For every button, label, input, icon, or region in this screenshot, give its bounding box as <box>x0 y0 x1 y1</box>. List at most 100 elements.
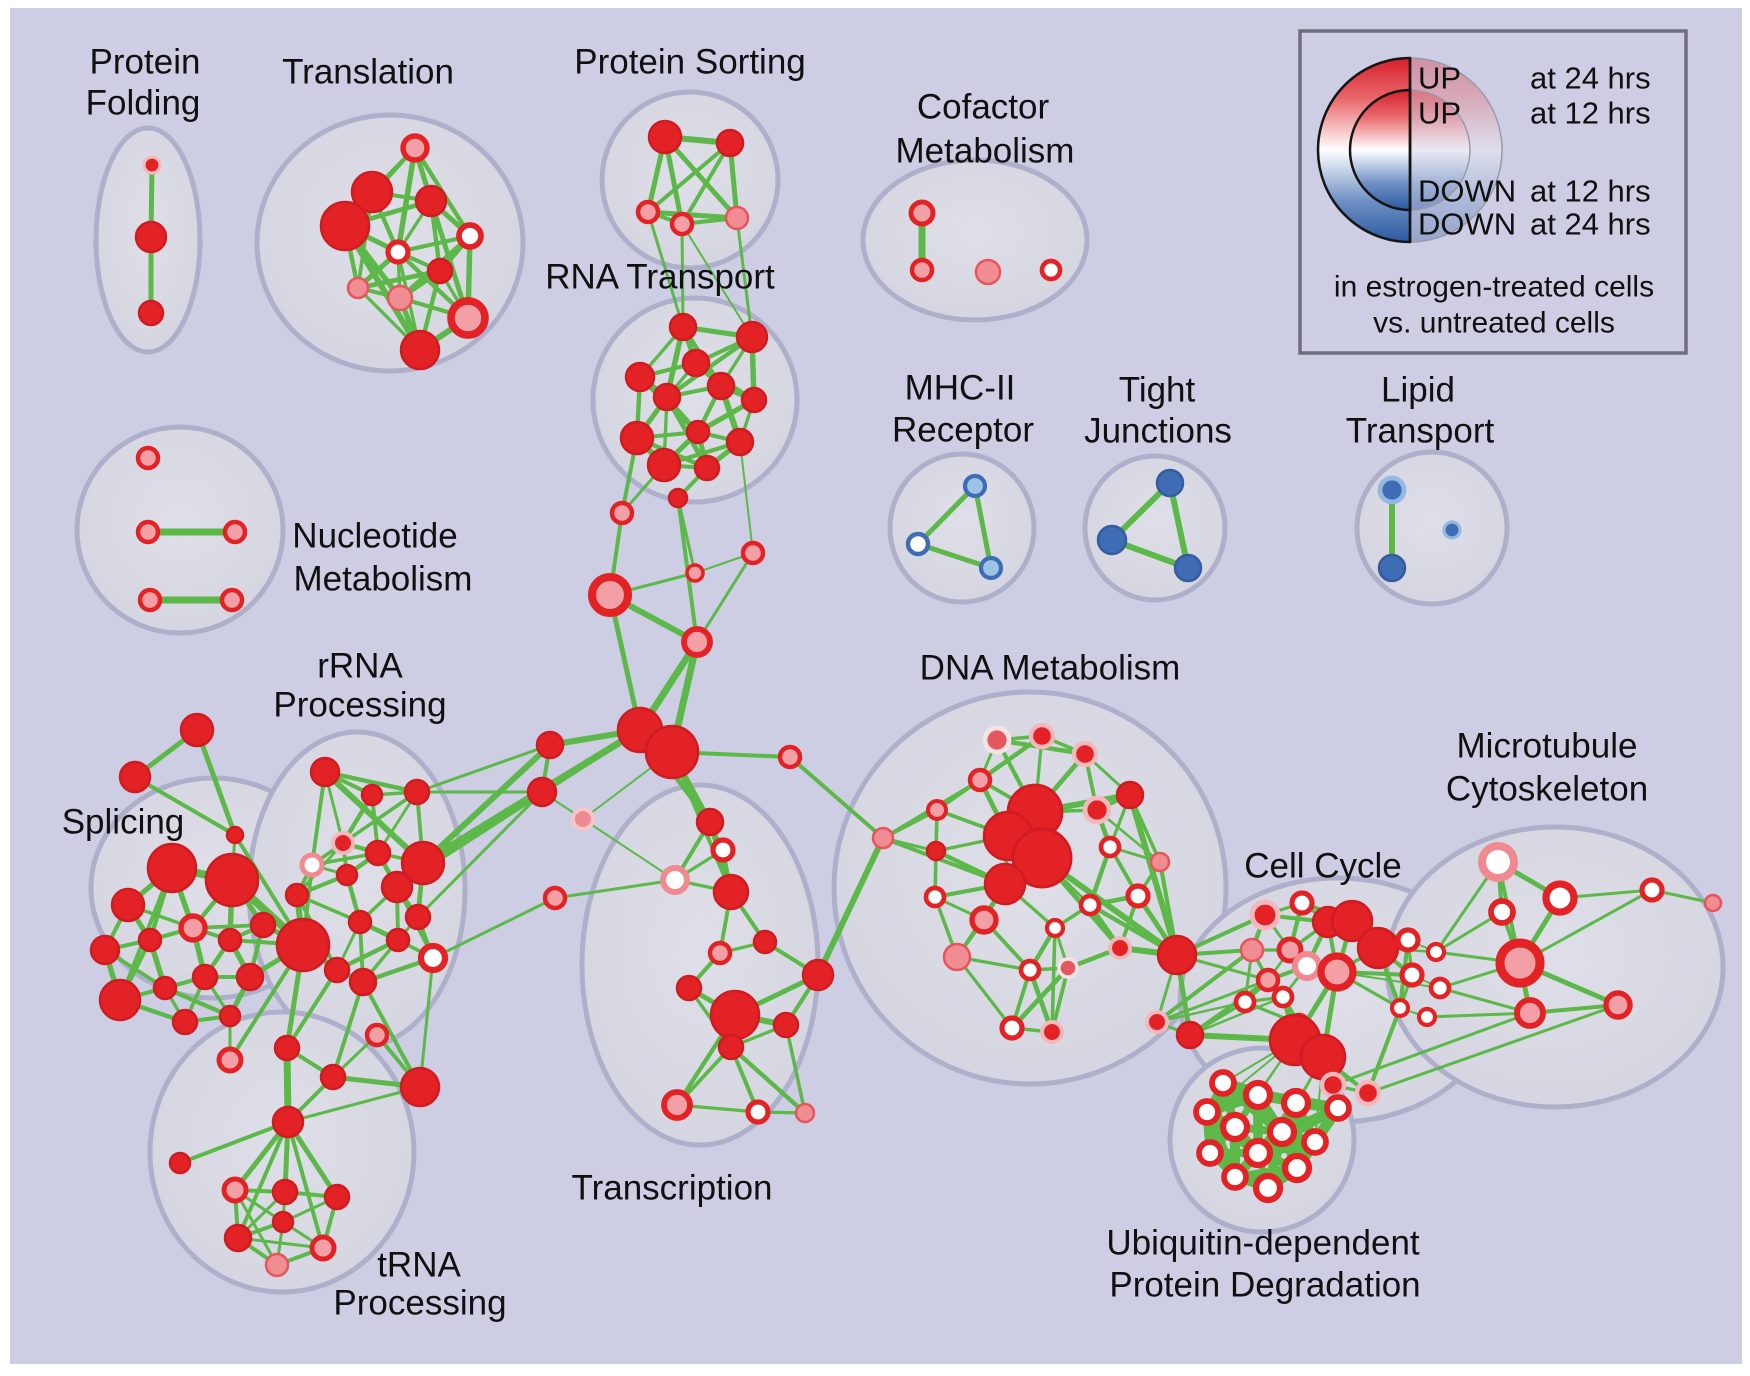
node-ps-p <box>724 205 750 231</box>
node-ps-r <box>715 128 745 158</box>
edge-tl <box>395 145 418 255</box>
node-nm-pc <box>219 587 245 613</box>
node-rna-r <box>624 361 656 393</box>
cluster-label-ub: Protein Degradation <box>1109 1266 1420 1305</box>
node-trna-r <box>399 1066 441 1108</box>
node-dna-pc <box>969 905 999 935</box>
node-rrna-r <box>380 870 414 904</box>
edge-mt <box>1425 1011 1532 1019</box>
node-free-r <box>644 724 700 780</box>
edge-ps <box>645 209 740 221</box>
node-free-r <box>179 712 215 748</box>
node-tl-r <box>319 200 371 252</box>
node-cc-wc <box>1271 985 1295 1009</box>
cluster-label-ub: Ubiquitin-dependent <box>1106 1224 1420 1263</box>
node-nm-pc <box>135 519 161 545</box>
edge-link <box>418 956 435 1089</box>
edge-link <box>1331 1011 1532 1087</box>
node-cc-p <box>1239 937 1265 963</box>
cluster-label-pf: Folding <box>86 84 201 123</box>
node-tr-pc <box>707 940 733 966</box>
node-cc-r <box>1299 1033 1347 1081</box>
node-dna-r <box>925 840 947 862</box>
node-ub-wc <box>1196 1139 1224 1167</box>
node-sp-r <box>152 975 178 1001</box>
node-trna-pc <box>309 1234 337 1262</box>
cluster-label-tj: Tight <box>1119 371 1196 410</box>
node-cc-wc <box>1289 890 1315 916</box>
node-trna-r <box>323 1183 351 1211</box>
node-tr-r <box>801 958 835 992</box>
node-tl-pc <box>400 133 430 163</box>
legend-time-label: at 24 hrs <box>1530 61 1651 96</box>
legend-direction-label: UP <box>1418 96 1461 131</box>
legend-box <box>1298 29 1688 355</box>
node-dna-wr <box>1057 957 1079 979</box>
edge-dna <box>955 955 1014 1030</box>
node-cc-pr <box>1145 1010 1169 1034</box>
node-cc-wc <box>1399 962 1425 988</box>
edge-trna <box>236 1236 325 1250</box>
node-mt-wc <box>1488 898 1516 926</box>
edge-tr <box>728 1044 808 1116</box>
cluster-label-tj: Junctions <box>1084 412 1232 451</box>
cluster-label-trna: tRNA <box>377 1246 461 1285</box>
node-tr-r <box>675 974 703 1002</box>
node-rrna-r <box>400 840 446 886</box>
node-tl-p <box>346 276 370 300</box>
node-rrna-wc <box>417 942 449 974</box>
node-rna-r <box>646 447 682 483</box>
node-sp-r <box>98 978 142 1022</box>
edge-dna <box>1050 926 1057 1034</box>
node-pf-r <box>134 220 168 254</box>
edge-link <box>735 216 754 339</box>
cluster-label-mhc: MHC-II <box>905 369 1016 408</box>
node-tr-r <box>695 807 725 837</box>
node-rrna-prw <box>299 852 325 878</box>
edge-link <box>680 222 685 329</box>
node-ub-wc <box>1209 1069 1237 1097</box>
node-tl-wc <box>385 239 411 265</box>
node-ub-wc <box>1280 1087 1312 1119</box>
node-tl-wc <box>456 222 484 250</box>
node-cc-pc <box>1317 952 1357 992</box>
cluster-label-nm: Metabolism <box>294 560 473 599</box>
edge-trna <box>286 1120 325 1250</box>
node-dna-p <box>942 942 972 972</box>
edge-dna <box>1009 965 1071 1031</box>
network-nodes <box>89 119 1723 1278</box>
node-cc-pr <box>1249 899 1281 931</box>
node-ps-pc <box>669 211 695 237</box>
node-dna-pc <box>925 798 949 822</box>
edge-link <box>582 818 676 881</box>
node-cc-wc <box>1395 927 1421 953</box>
cluster-label-lp: Lipid <box>1381 371 1455 410</box>
cluster-label-ps: Protein Sorting <box>574 43 806 82</box>
node-tr-prw <box>660 865 690 895</box>
node-ub-wc <box>1193 1098 1221 1126</box>
node-tj-b <box>1173 553 1203 583</box>
edge-cc <box>1155 978 1270 1024</box>
node-cc-pc <box>1276 936 1304 964</box>
node-nm-pc <box>135 445 161 471</box>
cluster-label-pf: Protein <box>90 43 201 82</box>
node-free-r <box>225 825 245 845</box>
cluster-label-dna: DNA Metabolism <box>920 649 1181 688</box>
node-trna-r <box>319 1063 347 1091</box>
node-sp-pc <box>178 913 208 943</box>
node-lp-lb <box>1442 520 1462 540</box>
node-mt-pc <box>1514 997 1546 1029</box>
node-sp-r <box>110 887 146 923</box>
node-trna-p <box>264 1252 290 1278</box>
edge-rrna <box>322 769 420 795</box>
node-free-pc <box>777 744 803 770</box>
node-dna-pr <box>1082 795 1112 825</box>
node-sp-r <box>89 934 121 966</box>
node-trna-pc <box>364 1022 390 1048</box>
edge-trna <box>233 1188 279 1267</box>
edge-link <box>681 223 753 338</box>
edge-tr <box>784 1023 807 1115</box>
node-ub-wc <box>1221 1163 1249 1191</box>
node-tr-r <box>752 929 778 955</box>
node-dna-wc <box>1018 958 1042 982</box>
